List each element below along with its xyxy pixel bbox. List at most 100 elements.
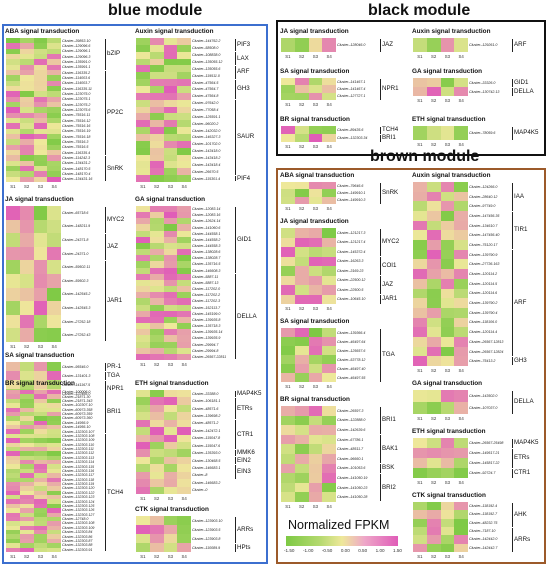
sample-label: S2 — [298, 206, 305, 211]
black-module-title: black module — [368, 2, 471, 19]
heatmap-cell — [136, 279, 150, 287]
heatmap-cell — [19, 86, 34, 92]
row-label: Cluster‒132303.125 — [62, 503, 95, 508]
heatmap-cell — [149, 316, 164, 324]
gene-family-label: ETRs — [514, 454, 530, 461]
heatmap-cell — [19, 75, 34, 81]
heatmap-cell — [322, 126, 336, 134]
row-label: Cluster‒147456.35 — [469, 213, 500, 218]
heatmap-cell — [6, 301, 20, 315]
heatmap-cell — [33, 390, 48, 395]
row-label: Cluster‒53778.12 — [337, 357, 366, 362]
sample-label: S4 — [458, 480, 464, 485]
heatmap-cell — [163, 236, 178, 243]
heatmap-cell — [47, 512, 61, 517]
panel-title: CTK signal transduction — [412, 492, 486, 499]
gene-family-label: CTR1 — [237, 430, 254, 438]
heatmap-cell — [33, 473, 48, 478]
heatmap-cell — [440, 356, 455, 366]
heatmap-cell — [149, 255, 164, 262]
row-label: Cluster‒97642.0 — [192, 101, 219, 106]
gene-family-label: PIF3 — [237, 40, 251, 48]
heatmap-cell — [6, 166, 20, 172]
heatmap-cell — [33, 403, 48, 408]
heatmap-cell — [163, 255, 178, 262]
heatmap-cell — [294, 355, 309, 364]
heatmap-cell — [413, 510, 427, 519]
heatmap-cell — [149, 456, 164, 465]
heatmap-cell — [281, 463, 295, 474]
heatmap-cell — [19, 473, 34, 478]
sample-label: S3 — [167, 362, 173, 367]
heatmap-cell — [426, 220, 441, 231]
gene-family-label: BAK1 — [382, 445, 398, 453]
sample-label: S3 — [312, 102, 318, 107]
heatmap-cell — [6, 314, 20, 329]
heatmap-cell — [19, 102, 34, 108]
row-label: Cluster‒117202.3 — [192, 299, 221, 304]
gene-bracket — [235, 65, 236, 79]
heatmap-cell — [413, 249, 427, 260]
heatmap-cell — [47, 274, 61, 288]
heatmap-cell — [47, 233, 61, 247]
heatmap-grid — [413, 502, 468, 552]
row-label: Cluster‒97749.0 — [469, 204, 496, 209]
heatmap-cell — [281, 425, 295, 435]
heatmap-cell — [19, 477, 34, 482]
heatmap-cell — [6, 521, 20, 526]
heatmap-cell — [163, 292, 178, 299]
heatmap-cell — [19, 43, 34, 49]
heatmap-cell — [163, 38, 178, 45]
heatmap-cell — [47, 371, 61, 380]
row-label: Cluster‒135055.6 — [192, 66, 221, 71]
heatmap-cell — [47, 59, 61, 65]
heatmap-cell — [33, 139, 48, 145]
sample-label: S4 — [458, 54, 464, 59]
heatmap-panel: BR signal transduction Cluster‒26597.3 Clu… — [280, 396, 410, 512]
heatmap-cell — [177, 525, 191, 534]
heatmap-cell — [19, 64, 34, 70]
row-label: Cluster‒27736.163 — [469, 262, 500, 267]
heatmap-cell — [47, 420, 61, 426]
heatmap-cell — [136, 456, 150, 465]
gene-bracket — [512, 250, 513, 356]
gene-bracket — [235, 52, 236, 65]
heatmap-cell — [149, 99, 164, 107]
row-labels: Cluster‒121217.3 Cluster‒121217.4 Cluster‒… — [337, 228, 379, 304]
heatmap-cell — [47, 155, 61, 161]
heatmap-cell — [163, 168, 178, 176]
gene-bracket — [512, 527, 513, 552]
heatmap-cell — [19, 371, 34, 380]
heatmap-cell — [294, 364, 309, 373]
heatmap-cell — [33, 260, 48, 274]
sample-label: S1 — [10, 554, 16, 559]
row-label: Cluster‒142442.0 — [469, 537, 498, 542]
heatmap-cell — [6, 38, 20, 44]
row-label: Cluster‒60973.360 — [62, 416, 93, 421]
gene-family-label: LAX — [237, 54, 249, 62]
heatmap-grid — [413, 390, 468, 414]
heatmap-cell — [136, 525, 150, 534]
panel-title: GA signal transduction — [412, 380, 483, 387]
heatmap-cell — [47, 102, 61, 108]
heatmap-panel: JA signal transduction Cluster‒128046.0 S1… — [280, 28, 410, 62]
row-label: Cluster‒75516.19 — [62, 129, 91, 134]
heatmap-cell — [47, 176, 61, 182]
sample-label: S2 — [298, 306, 305, 311]
sample-label: S4 — [326, 144, 332, 149]
gene-bracket — [105, 233, 106, 260]
heatmap-cell — [47, 390, 61, 395]
heatmap-cell — [454, 87, 468, 96]
heatmap-cell — [149, 261, 164, 268]
gene-family-label: ARF — [514, 41, 527, 48]
heatmap-cell — [47, 150, 61, 156]
heatmap-grid — [6, 38, 61, 182]
heatmap-cell — [413, 211, 427, 221]
heatmap-cell — [149, 267, 164, 274]
heatmap-cell — [440, 510, 455, 519]
heatmap-cell — [454, 438, 468, 448]
heatmap-cell — [413, 278, 427, 289]
heatmap-cell — [136, 316, 150, 324]
gene-bracket — [380, 295, 381, 304]
heatmap-cell — [177, 427, 191, 435]
